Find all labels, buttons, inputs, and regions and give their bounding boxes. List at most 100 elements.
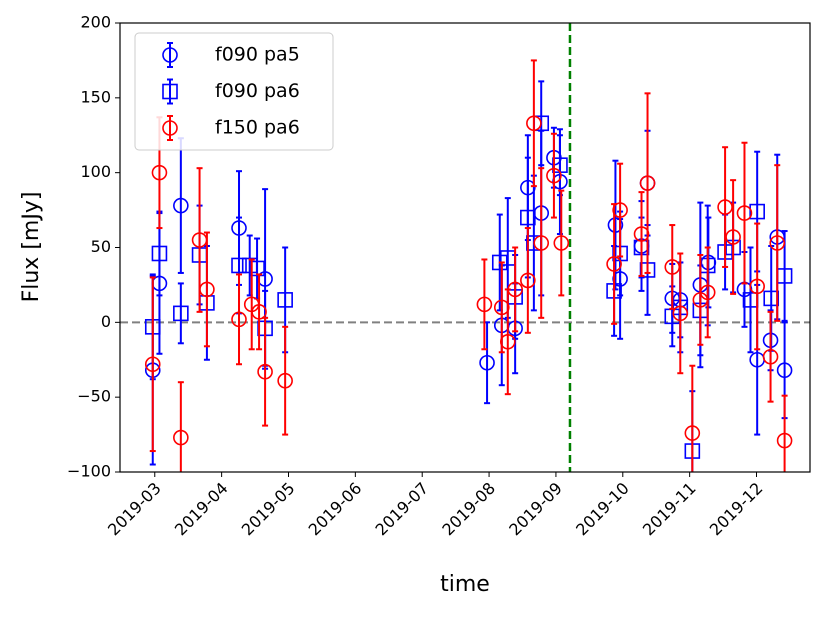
error-bar [730, 179, 737, 295]
error-bar [504, 288, 511, 396]
error-bar [689, 364, 696, 472]
error-bar [644, 92, 651, 274]
x-tick-label: 2019-03 [104, 479, 165, 540]
legend-marker [162, 42, 178, 68]
error-bar [236, 273, 243, 366]
error-bar [524, 227, 531, 334]
y-tick-label: 100 [80, 162, 111, 181]
data-point [553, 235, 570, 251]
data-point [257, 363, 273, 380]
data-point [717, 199, 733, 215]
legend-symbol [162, 47, 178, 63]
error-bar [638, 191, 645, 277]
data-point [776, 362, 793, 379]
x-axis-label: time [440, 572, 490, 597]
error-bar [754, 222, 761, 351]
data-point [199, 281, 215, 298]
y-tick-label: 150 [80, 87, 111, 106]
legend-label: f150 pa6 [215, 117, 300, 139]
x-tick-label: 2019-08 [438, 479, 499, 540]
x-tick-label: 2019-11 [639, 479, 700, 540]
data-point [249, 260, 265, 277]
y-axis-label: Flux [mJy] [19, 192, 44, 303]
error-bar [177, 282, 184, 345]
data-point [684, 425, 701, 441]
x-tick-label: 2019-04 [171, 479, 232, 540]
data-point [499, 333, 516, 350]
error-bar [248, 258, 255, 351]
legend-marker [162, 78, 178, 105]
x-tick-label: 2019-10 [572, 479, 633, 540]
error-bar [538, 167, 545, 319]
error-bar [677, 252, 684, 375]
legend-label: f090 pa5 [215, 44, 300, 66]
error-bar [697, 253, 704, 346]
error-bar [262, 316, 269, 427]
error-bar [556, 134, 563, 197]
error-bar [704, 246, 711, 339]
data-point [144, 356, 161, 373]
data-point [612, 202, 628, 218]
data-point [507, 281, 523, 298]
data-point [699, 284, 716, 301]
data-point [277, 292, 293, 308]
y-tick-label: 50 [91, 237, 111, 256]
data-point [749, 278, 765, 295]
data-point [277, 372, 293, 389]
data-point [639, 175, 656, 191]
x-tick-label: 2019-07 [372, 479, 433, 540]
data-point [520, 272, 536, 289]
data-point [151, 164, 168, 181]
y-tick-label: 200 [80, 13, 111, 32]
error-bar [177, 381, 184, 472]
data-point [776, 432, 793, 449]
data-point [672, 305, 689, 322]
data-point [173, 429, 189, 446]
legend-symbol [162, 120, 178, 136]
y-tick-label: −50 [77, 387, 111, 406]
legend-symbol [162, 83, 178, 100]
data-point [251, 304, 267, 320]
data-point [533, 235, 550, 251]
data-point [173, 197, 189, 214]
error-bar [481, 258, 488, 351]
error-bar [767, 310, 774, 403]
data-point [231, 257, 247, 274]
error-bar [774, 164, 781, 322]
data-point [476, 296, 493, 313]
error-bar [256, 273, 263, 351]
data-point [151, 245, 168, 262]
data-point [749, 203, 765, 220]
data-point [725, 229, 741, 245]
x-tick-label: 2019-05 [238, 479, 299, 540]
data-point [664, 259, 681, 275]
data-point [491, 254, 508, 271]
error-bar [741, 141, 748, 285]
error-bar [550, 132, 557, 219]
error-bar [177, 137, 184, 274]
data-point [231, 311, 247, 328]
plot-area [120, 23, 810, 472]
data-point [607, 217, 624, 233]
error-bar [203, 231, 210, 348]
data-point [526, 115, 542, 132]
data-point [762, 348, 779, 365]
data-point [546, 167, 562, 184]
error-bar [617, 162, 624, 258]
error-bar [282, 325, 289, 436]
legend-marker [162, 115, 178, 141]
x-tick-label: 2019-12 [706, 479, 767, 540]
legend-box [134, 32, 334, 151]
y-tick-label: 0 [101, 312, 111, 331]
data-point [736, 205, 753, 221]
error-bar [558, 189, 565, 297]
error-bar [722, 146, 729, 268]
error-bar [747, 246, 754, 354]
data-point [479, 354, 495, 371]
error-bar [781, 394, 788, 472]
error-bar [149, 276, 156, 453]
y-tick-label: −100 [67, 462, 111, 481]
error-bar [781, 230, 788, 322]
